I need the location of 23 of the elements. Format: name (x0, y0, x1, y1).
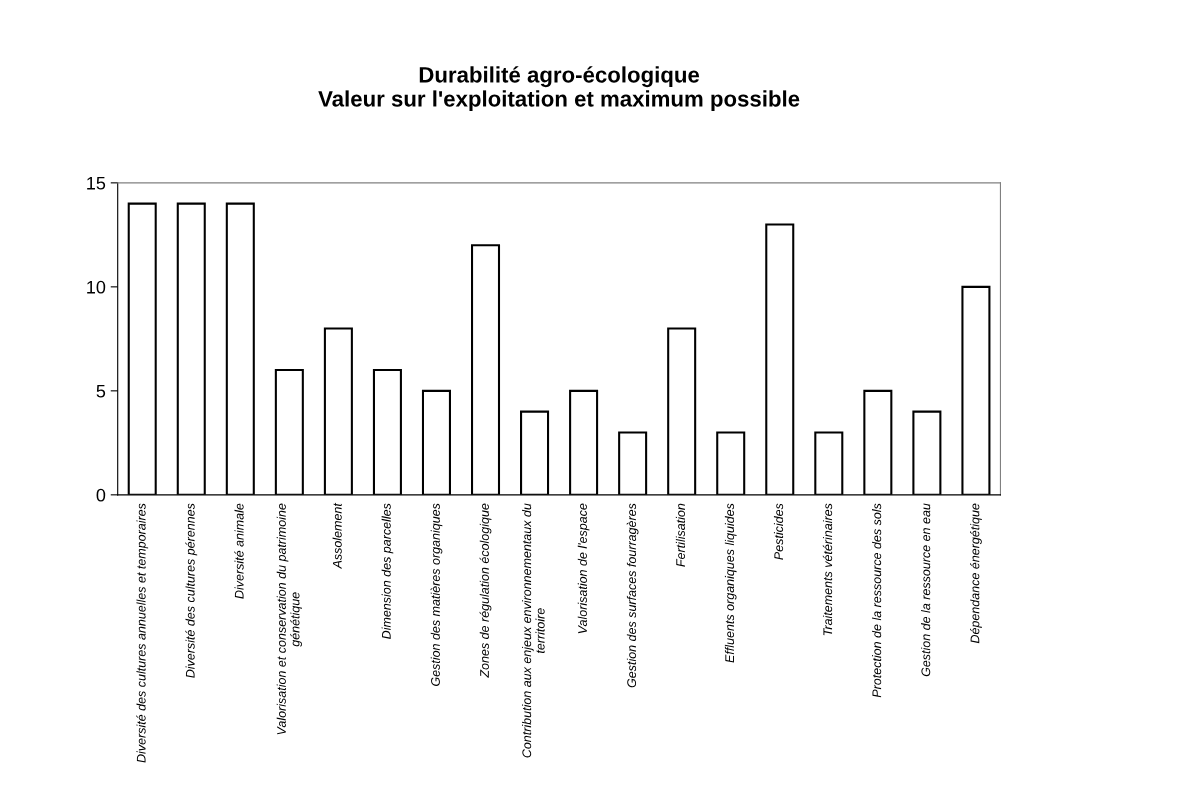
y-tick-label: 10 (87, 280, 106, 294)
x-tick-label: Effluents organiques liquides (724, 503, 737, 663)
x-tick-label: Valorisation et conservation du patrimoine génétique (276, 503, 302, 735)
y-tick-label: 15 (87, 176, 106, 190)
y-tick-label: 0 (96, 488, 106, 502)
x-tick-label: Diversité animale (234, 503, 244, 599)
x-tick-label: Gestion des matières organiques (430, 503, 443, 686)
x-tick-label: Gestion des surfaces fourragères (626, 503, 639, 688)
x-tick-label: Valorisation de l'espace (577, 503, 590, 634)
y-tick-label: 5 (96, 384, 106, 398)
x-tick-label: Diversité des cultures pérennes (185, 503, 198, 678)
x-tick-label: Diversité des cultures annuelles et temporaires (136, 503, 149, 763)
x-tick-label: Dimension des parcelles (381, 503, 394, 639)
x-tick-label: Contribution aux enjeux environnementaux du territoire (522, 503, 545, 758)
x-tick-label: Traitements vétérinaires (822, 503, 833, 636)
x-tick-label: Pesticides (773, 503, 784, 560)
x-tick-label: Zones de régulation écologique (479, 503, 492, 678)
x-tick-label: Gestion de la ressource en eau (921, 503, 931, 677)
x-tick-label: Protection de la ressource des sols (872, 503, 882, 698)
chart-title: Durabilité agro-écologique Valeur sur l'exploitation et maximum possible (318, 66, 800, 112)
x-tick-label: Dépendance énergétique (970, 503, 982, 644)
x-tick-label: Fertilisation (675, 503, 686, 567)
x-tick-label: Assolement (332, 502, 342, 570)
